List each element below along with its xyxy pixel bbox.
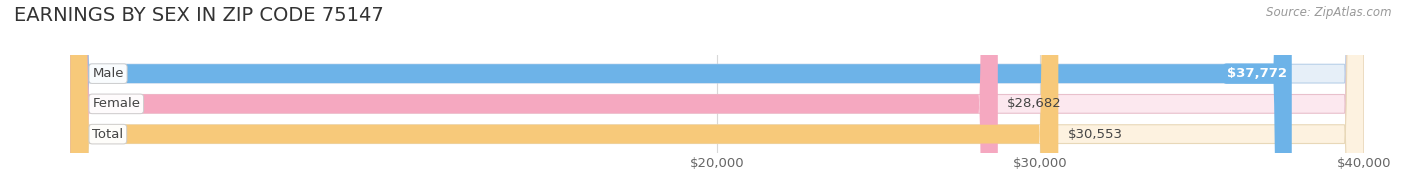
Text: $37,772: $37,772 (1226, 67, 1286, 80)
FancyBboxPatch shape (70, 0, 1364, 196)
Text: Female: Female (93, 97, 141, 110)
FancyBboxPatch shape (70, 0, 1364, 196)
FancyBboxPatch shape (70, 0, 1292, 196)
FancyBboxPatch shape (70, 0, 1059, 196)
Text: Male: Male (93, 67, 124, 80)
Text: EARNINGS BY SEX IN ZIP CODE 75147: EARNINGS BY SEX IN ZIP CODE 75147 (14, 6, 384, 25)
Text: $28,682: $28,682 (1007, 97, 1062, 110)
FancyBboxPatch shape (70, 0, 1364, 196)
Text: $30,553: $30,553 (1067, 128, 1122, 141)
Text: Total: Total (93, 128, 124, 141)
FancyBboxPatch shape (70, 0, 998, 196)
Text: Source: ZipAtlas.com: Source: ZipAtlas.com (1267, 6, 1392, 19)
